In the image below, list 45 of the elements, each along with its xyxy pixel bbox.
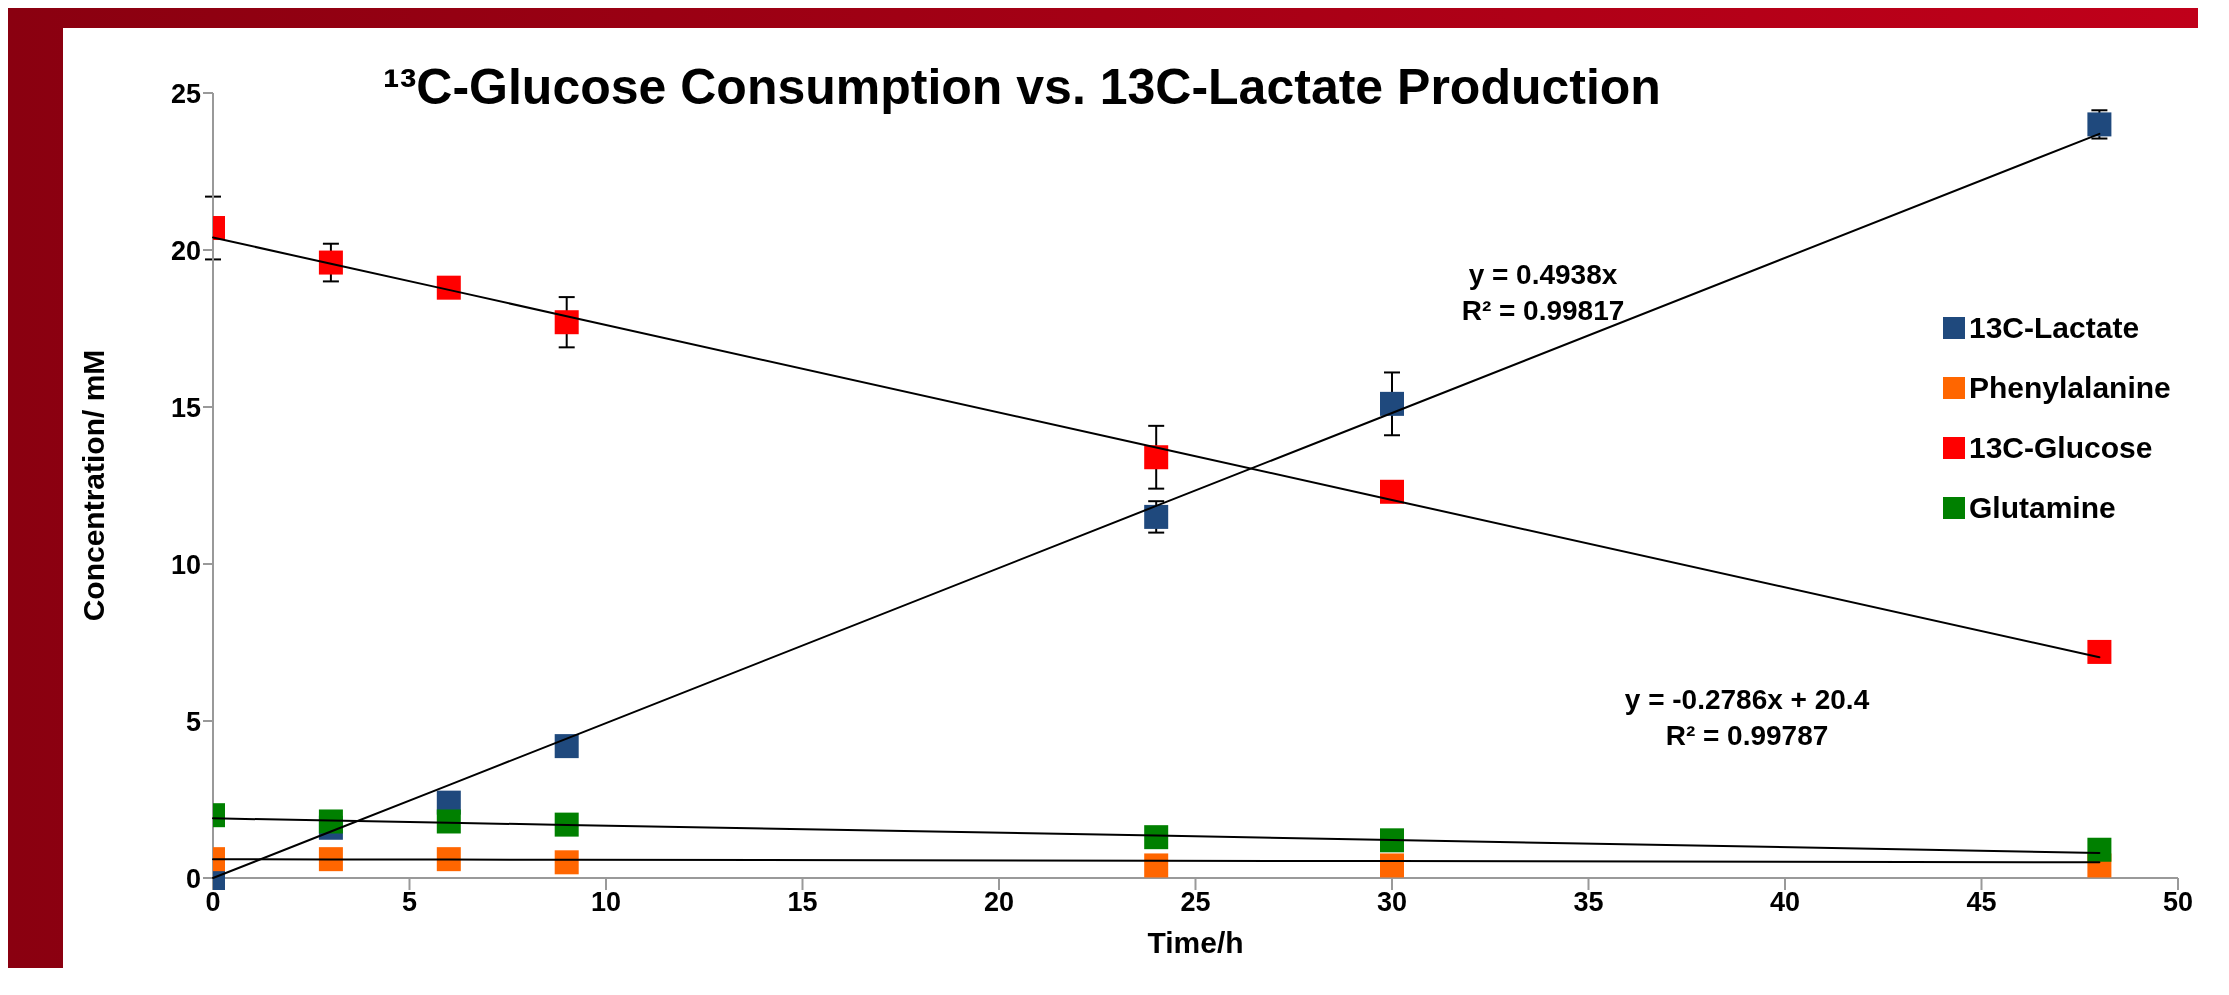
point xyxy=(554,734,579,759)
legend-label: Phenylalanine xyxy=(1969,370,2171,406)
chart-title: ¹³C-Glucose Consumption vs. 13C-Lactate Production xyxy=(383,58,1661,116)
y-tick-label: 15 xyxy=(170,392,201,423)
point xyxy=(1144,853,1169,878)
point xyxy=(554,812,579,837)
point xyxy=(1144,504,1169,529)
point xyxy=(1380,828,1404,853)
annotation: y = 0.4938x R² = 0.99817 xyxy=(1460,258,1626,328)
legend-label: 13C-Lactate xyxy=(1969,310,2140,346)
x-tick-label: 30 xyxy=(1376,887,1408,918)
y-axis-title: Concentration/ mM xyxy=(76,349,110,622)
y-tick-label: 5 xyxy=(185,706,201,737)
point xyxy=(436,809,461,834)
x-tick-label: 15 xyxy=(787,887,818,918)
point xyxy=(1144,445,1169,470)
point xyxy=(436,275,461,300)
legend-label: 13C-Glucose xyxy=(1969,430,2153,466)
x-tick-label: 0 xyxy=(205,887,221,918)
point xyxy=(554,310,579,335)
point xyxy=(436,847,461,872)
point xyxy=(2087,837,2112,862)
x-tick-label: 10 xyxy=(590,887,622,918)
legend-label: Glutamine xyxy=(1969,490,2116,526)
point xyxy=(1380,391,1404,416)
point xyxy=(1144,825,1169,850)
x-tick-label: 50 xyxy=(2162,887,2194,918)
y-tick-label: 10 xyxy=(170,549,201,580)
x-tick-label: 5 xyxy=(401,887,418,918)
point xyxy=(318,250,343,275)
x-tick-label: 40 xyxy=(1769,887,1801,918)
point xyxy=(1380,479,1404,504)
point xyxy=(1380,853,1404,878)
point xyxy=(554,850,579,875)
annotation: y = -0.2786x + 20.4 R² = 0.99787 xyxy=(1623,683,1871,753)
x-tick-label: 25 xyxy=(1180,887,1211,918)
y-tick-label: 25 xyxy=(170,78,201,109)
x-tick-label: 35 xyxy=(1573,887,1604,918)
x-tick-label: 45 xyxy=(1966,887,1997,918)
x-axis-title: Time/h xyxy=(1147,926,1244,959)
y-tick-label: 0 xyxy=(185,863,201,894)
x-tick-label: 20 xyxy=(983,887,1015,918)
point xyxy=(318,847,343,872)
point xyxy=(2087,639,2112,664)
y-tick-label: 20 xyxy=(170,235,201,266)
